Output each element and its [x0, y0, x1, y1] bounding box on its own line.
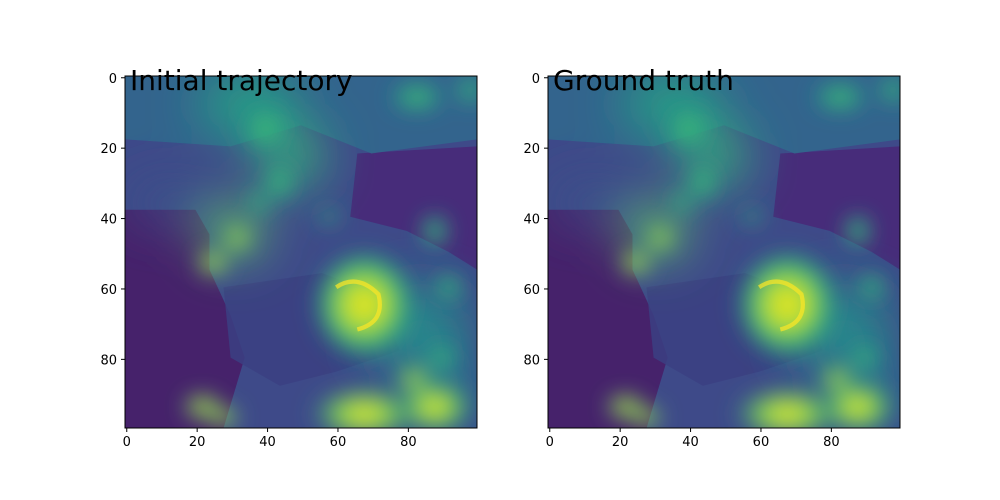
axes-frame — [547, 75, 901, 429]
ticks: 0 20 40 60 80 0 20 40 60 80 — [100, 72, 416, 450]
y-tick-label: 60 — [100, 283, 117, 298]
x-tick-label: 80 — [823, 435, 840, 450]
x-tick-label: 0 — [123, 435, 131, 450]
heatmap-image — [548, 76, 907, 442]
x-tick-label: 60 — [330, 435, 347, 450]
heatmap-image — [125, 76, 484, 442]
y-tick-label: 60 — [523, 283, 540, 298]
y-tick-label: 40 — [100, 213, 117, 228]
axes-frame — [124, 75, 478, 429]
x-tick-label: 20 — [612, 435, 629, 450]
y-tick-label: 0 — [532, 72, 540, 87]
x-tick-label: 40 — [259, 435, 276, 450]
panel-title: Ground truth — [553, 64, 734, 97]
panel-ground-truth: 0 20 40 60 80 0 20 40 60 80 Ground truth — [523, 64, 907, 450]
y-tick-label: 40 — [523, 213, 540, 228]
y-tick-label: 20 — [100, 142, 117, 157]
x-tick-label: 20 — [189, 435, 206, 450]
x-tick-label: 0 — [546, 435, 554, 450]
panel-initial-trajectory: 0 20 40 60 80 0 20 40 60 80 Initial trajectory — [100, 64, 484, 450]
ticks: 0 20 40 60 80 0 20 40 60 80 — [523, 72, 839, 450]
x-tick-label: 40 — [682, 435, 699, 450]
y-tick-label: 0 — [109, 72, 117, 87]
y-tick-label: 20 — [523, 142, 540, 157]
y-tick-label: 80 — [523, 353, 540, 368]
x-tick-label: 80 — [400, 435, 417, 450]
panel-title: Initial trajectory — [130, 64, 353, 97]
y-tick-label: 80 — [100, 353, 117, 368]
x-tick-label: 60 — [753, 435, 770, 450]
